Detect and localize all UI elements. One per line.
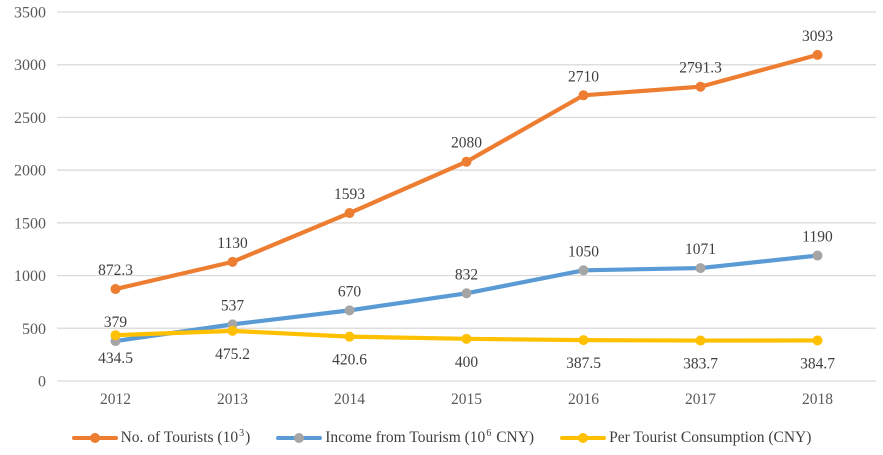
legend-item-0: No. of Tourists (103)	[71, 428, 251, 447]
plot-area: 0 500 1000 1500 2000 2500 3000 3500 2012 2013 2014…	[14, 5, 876, 408]
x-tick-label: 2012	[100, 391, 131, 408]
x-tick-label: 2014	[334, 391, 365, 408]
data-label: 537	[221, 297, 245, 314]
data-label: 2710	[568, 68, 599, 85]
data-point	[695, 263, 706, 274]
data-point	[578, 335, 589, 346]
data-label: 2791.3	[679, 60, 722, 77]
data-label: 434.5	[98, 350, 133, 367]
legend-label: Income from Tourism (106 CNY)	[325, 428, 535, 447]
data-point	[578, 90, 589, 101]
data-point	[461, 156, 472, 167]
data-label: 1130	[217, 235, 248, 252]
data-label: 2080	[451, 135, 482, 152]
data-label: 420.6	[332, 352, 367, 369]
data-label: 1071	[685, 241, 716, 258]
data-point	[344, 208, 355, 219]
x-tick-label: 2015	[451, 391, 482, 408]
legend-item-2: Per Tourist Consumption (CNY)	[560, 429, 811, 447]
data-point	[695, 81, 706, 92]
data-point	[227, 325, 238, 336]
data-point	[344, 331, 355, 342]
data-point	[812, 335, 823, 346]
data-label: 1190	[802, 229, 833, 246]
data-label: 400	[455, 354, 479, 371]
data-point	[461, 288, 472, 299]
data-point	[227, 256, 238, 267]
data-label: 872.3	[98, 262, 133, 279]
y-tick-label: 2500	[14, 110, 46, 127]
legend-marker-icon	[276, 432, 323, 444]
legend-marker-icon	[71, 432, 118, 444]
data-point	[812, 250, 823, 261]
legend: No. of Tourists (103) Income from Tourism…	[0, 418, 883, 455]
data-point	[578, 265, 589, 276]
data-label: 670	[338, 283, 362, 300]
data-label: 832	[455, 266, 478, 283]
legend-label: Per Tourist Consumption (CNY)	[609, 429, 812, 446]
data-label: 3093	[802, 28, 833, 45]
y-tick-label: 3500	[14, 5, 46, 22]
y-tick-label: 500	[22, 321, 46, 338]
data-label: 387.5	[566, 355, 601, 372]
data-label: 1593	[334, 186, 365, 203]
data-point	[461, 333, 472, 344]
x-tick-label: 2013	[217, 391, 248, 408]
x-tick-label: 2018	[802, 391, 833, 408]
y-tick-label: 2000	[14, 163, 46, 180]
x-tick-label: 2017	[685, 391, 716, 408]
legend-label: No. of Tourists (103)	[120, 428, 251, 447]
legend-marker-icon	[560, 432, 607, 444]
data-label: 384.7	[800, 355, 835, 372]
legend-item-1: Income from Tourism (106 CNY)	[276, 428, 534, 447]
data-label: 383.7	[683, 356, 718, 373]
data-point	[695, 335, 706, 346]
data-point	[110, 284, 121, 295]
data-label: 379	[104, 314, 128, 331]
data-point	[812, 49, 823, 60]
y-tick-label: 3000	[14, 57, 46, 74]
y-tick-label: 1000	[14, 268, 46, 285]
data-label: 1050	[568, 243, 599, 260]
x-tick-label: 2016	[568, 391, 599, 408]
data-label: 475.2	[215, 346, 250, 363]
data-point	[110, 330, 121, 341]
data-point	[344, 305, 355, 316]
y-tick-label: 1500	[14, 215, 46, 232]
y-tick-label: 0	[38, 374, 46, 391]
